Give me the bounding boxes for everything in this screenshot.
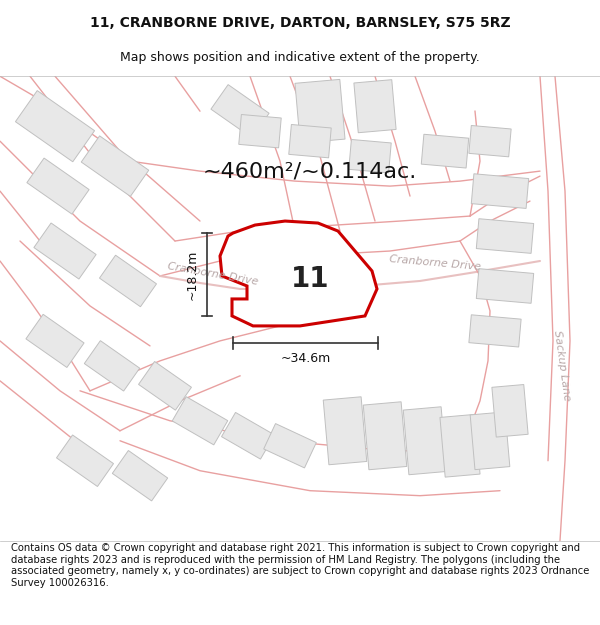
Text: ~18.2m: ~18.2m bbox=[185, 249, 199, 299]
Polygon shape bbox=[100, 255, 157, 307]
Polygon shape bbox=[263, 424, 316, 468]
Polygon shape bbox=[26, 314, 84, 368]
Polygon shape bbox=[211, 84, 269, 138]
Polygon shape bbox=[471, 174, 529, 208]
Polygon shape bbox=[139, 361, 191, 410]
Text: ~460m²/~0.114ac.: ~460m²/~0.114ac. bbox=[203, 161, 417, 181]
Polygon shape bbox=[421, 134, 469, 168]
Polygon shape bbox=[295, 79, 345, 143]
Text: ~34.6m: ~34.6m bbox=[280, 352, 331, 366]
Polygon shape bbox=[440, 414, 480, 477]
Polygon shape bbox=[476, 219, 534, 253]
Polygon shape bbox=[220, 221, 377, 326]
Polygon shape bbox=[470, 412, 510, 469]
Polygon shape bbox=[492, 384, 528, 437]
Polygon shape bbox=[469, 315, 521, 347]
Polygon shape bbox=[476, 269, 534, 303]
Polygon shape bbox=[16, 91, 95, 162]
Polygon shape bbox=[354, 79, 396, 132]
Text: 11, CRANBORNE DRIVE, DARTON, BARNSLEY, S75 5RZ: 11, CRANBORNE DRIVE, DARTON, BARNSLEY, S… bbox=[89, 16, 511, 30]
Text: Cranborne Drive: Cranborne Drive bbox=[389, 254, 481, 272]
Polygon shape bbox=[221, 412, 274, 459]
Polygon shape bbox=[85, 341, 140, 391]
Polygon shape bbox=[27, 158, 89, 214]
Polygon shape bbox=[289, 124, 331, 158]
Text: Contains OS data © Crown copyright and database right 2021. This information is : Contains OS data © Crown copyright and d… bbox=[11, 543, 589, 588]
Text: 11: 11 bbox=[291, 265, 329, 293]
Polygon shape bbox=[363, 402, 407, 470]
Polygon shape bbox=[239, 114, 281, 148]
Polygon shape bbox=[323, 397, 367, 465]
Polygon shape bbox=[34, 223, 96, 279]
Polygon shape bbox=[469, 126, 511, 157]
Text: Sackup Lane: Sackup Lane bbox=[552, 330, 572, 402]
Polygon shape bbox=[172, 397, 228, 445]
Text: Map shows position and indicative extent of the property.: Map shows position and indicative extent… bbox=[120, 51, 480, 64]
Polygon shape bbox=[112, 451, 167, 501]
Polygon shape bbox=[81, 136, 149, 196]
Polygon shape bbox=[56, 435, 113, 486]
Text: Cranborne Drive: Cranborne Drive bbox=[167, 261, 259, 287]
Polygon shape bbox=[403, 407, 447, 475]
Polygon shape bbox=[349, 139, 391, 172]
